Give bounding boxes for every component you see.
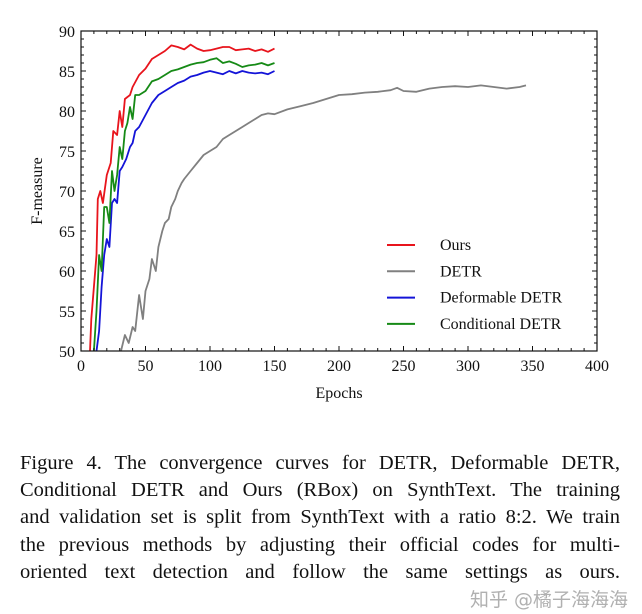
series-line-conditional-detr <box>93 57 275 352</box>
x-tick-label: 100 <box>198 358 222 375</box>
y-tick-label: 65 <box>59 224 75 241</box>
y-tick-label: 55 <box>59 304 75 321</box>
caption-line: Conditional DETR and Ours (RBox) on Synt… <box>20 479 620 502</box>
x-tick-label: 300 <box>456 358 480 375</box>
legend-label: Ours <box>440 237 471 254</box>
x-tick-label: 50 <box>138 358 154 375</box>
x-axis-label: Epochs <box>315 385 362 402</box>
x-tick-label: 0 <box>77 358 85 375</box>
caption-line: oriented text detection and follow the s… <box>20 560 620 583</box>
x-tick-label: 200 <box>327 358 351 375</box>
legend-label: DETR <box>440 263 482 280</box>
y-axis-label: F-measure <box>29 157 46 225</box>
x-tick-label: 150 <box>263 358 287 375</box>
y-tick-label: 50 <box>59 344 75 361</box>
y-tick-label: 60 <box>59 264 75 281</box>
legend-label: Conditional DETR <box>440 316 562 333</box>
y-tick-label: 90 <box>59 24 75 41</box>
watermark: 知乎 @橘子海海海 <box>469 589 628 611</box>
caption-line: Figure 4. The convergence curves for DET… <box>20 452 620 474</box>
caption-line: the previous methods by adjusting their … <box>20 533 620 556</box>
series-line-ours <box>89 43 275 352</box>
series-line-detr <box>120 84 527 352</box>
legend-label: Deformable DETR <box>440 290 563 307</box>
x-tick-label: 400 <box>585 358 609 375</box>
convergence-chart: 0 50 100 150 200 250 300 350 4005055606570758085… <box>29 24 609 402</box>
x-tick-label: 350 <box>521 358 545 375</box>
legend: Ours DETR Deformable DETR Conditional DETR <box>387 237 563 333</box>
caption-line: and validation set is split from SynthTe… <box>20 506 620 529</box>
y-tick-label: 75 <box>59 144 75 161</box>
y-tick-label: 85 <box>59 64 75 81</box>
y-tick-label: 70 <box>59 184 75 201</box>
x-tick-label: 250 <box>392 358 416 375</box>
y-tick-label: 80 <box>59 104 75 121</box>
series-line-deformable-detr <box>95 70 275 352</box>
figure-caption: Figure 4. The convergence curves for DET… <box>20 450 620 586</box>
